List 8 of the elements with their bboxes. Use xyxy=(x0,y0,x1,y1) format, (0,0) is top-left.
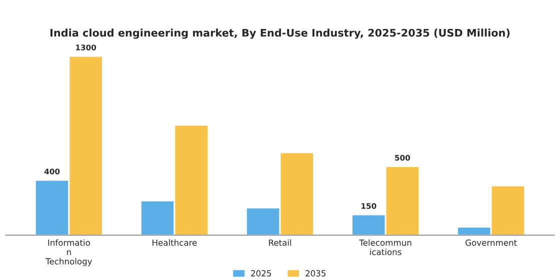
x-tick-label: Retail xyxy=(269,239,291,246)
legend-label: 2035 xyxy=(306,270,326,276)
legend-label: 2025 xyxy=(251,270,271,276)
x-tick-label: Informatio n Technology xyxy=(46,239,92,266)
chart-title: India cloud engineering market, By End-Use Industry, 2025-2035 (USD Million) xyxy=(50,28,510,39)
x-tick-label: Telecommun ications xyxy=(359,239,412,256)
x-tick-label: Healthcare xyxy=(152,239,197,246)
x-tick-label: Government xyxy=(466,240,517,246)
